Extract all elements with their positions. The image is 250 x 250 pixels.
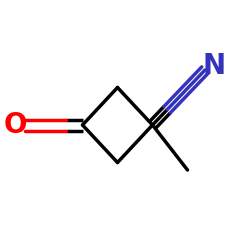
Text: O: O (4, 111, 27, 139)
Text: N: N (203, 52, 226, 80)
